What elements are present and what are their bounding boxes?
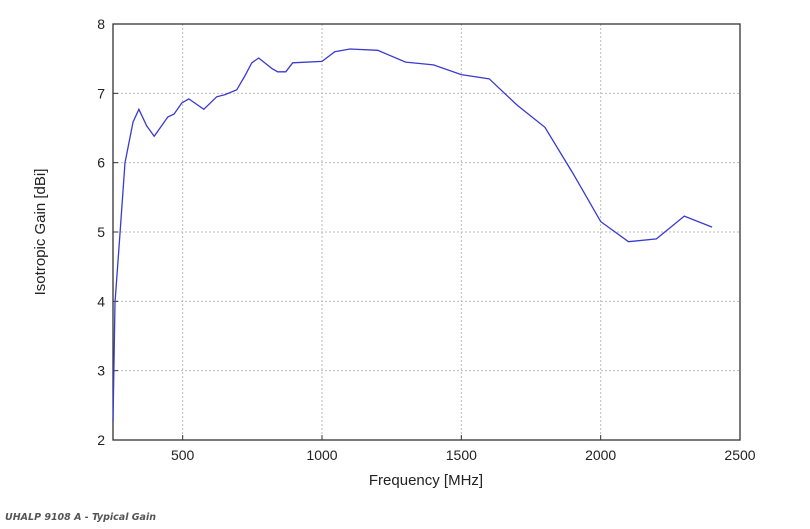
- y-tick-label: 8: [97, 16, 105, 32]
- y-tick-label: 2: [97, 432, 105, 448]
- x-tick-label: 1000: [306, 447, 337, 463]
- x-tick-label: 2000: [585, 447, 616, 463]
- x-tick-label: 1500: [446, 447, 477, 463]
- tick-labels: 500 1000 1500 2000 2500 2 3 4 5 6 7 8: [97, 16, 756, 463]
- plot-frame: [112, 23, 741, 441]
- y-tick-label: 5: [97, 224, 105, 240]
- y-tick-label: 4: [97, 293, 105, 309]
- y-axis-label: Isotropic Gain [dBi]: [32, 169, 49, 296]
- x-tick-label: 500: [171, 447, 195, 463]
- y-tick-label: 6: [97, 155, 105, 171]
- x-axis-label: Frequency [MHz]: [369, 472, 483, 489]
- figure-caption: UHALP 9108 A - Typical Gain: [5, 512, 156, 523]
- y-tick-label: 3: [97, 363, 105, 379]
- y-tick-label: 7: [97, 85, 105, 101]
- x-tick-label: 2500: [724, 447, 755, 463]
- gain-series-line: [112, 48, 713, 423]
- grid: [113, 23, 741, 441]
